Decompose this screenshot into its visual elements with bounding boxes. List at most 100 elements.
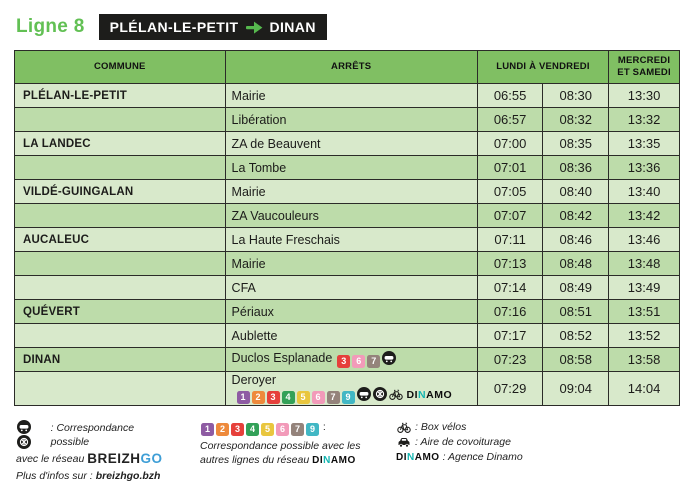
time-cell: 09:04 <box>542 371 610 406</box>
stop-cell: CFA <box>224 275 478 300</box>
stop-cell: Duclos Esplanade 3 6 7 <box>224 347 478 372</box>
stop-connection-icons: 1 2 3 4 5 6 7 9 DINAMO <box>236 387 453 404</box>
time-cell: 13:36 <box>608 155 680 180</box>
dinamo-logo: DINAMO <box>396 451 440 463</box>
table-row: Mairie 07:13 08:48 13:48 <box>14 251 680 276</box>
line-3-icon: 3 <box>266 391 280 404</box>
bus-icon <box>372 387 387 401</box>
route-destination: DINAN <box>269 19 316 35</box>
commune-cell <box>14 155 226 180</box>
stop-label: La Haute Freschais <box>231 232 340 247</box>
commune-cell: PLÉLAN-LE-PETIT <box>14 83 226 108</box>
legend-breizhgo-text2: avec le réseau <box>16 453 85 466</box>
time-cell: 07:11 <box>476 227 544 252</box>
legend-service-item: : Box vélos <box>396 420 523 434</box>
commune-cell <box>14 203 226 228</box>
time-cell: 08:51 <box>542 299 610 324</box>
stop-label: Périaux <box>231 304 274 319</box>
line-5-icon: 5 <box>261 423 274 436</box>
stop-label: ZA de Beauvent <box>231 136 321 151</box>
time-cell: 07:23 <box>476 347 544 372</box>
stop-label: ZA Vaucouleurs <box>231 208 319 223</box>
stop-cell: ZA Vaucouleurs <box>224 203 478 228</box>
stop-label: Mairie <box>231 88 266 103</box>
line-4-icon: 4 <box>246 423 259 436</box>
table-row: ZA Vaucouleurs 07:07 08:42 13:42 <box>14 203 680 228</box>
time-cell: 07:01 <box>476 155 544 180</box>
table-row: La Tombe 07:01 08:36 13:36 <box>14 155 680 180</box>
stop-label: Mairie <box>231 184 266 199</box>
line-7-icon: 7 <box>367 355 381 368</box>
time-cell: 13:42 <box>608 203 680 228</box>
time-cell: 08:35 <box>542 131 610 156</box>
line-3-icon: 3 <box>337 355 351 368</box>
stop-cell: La Tombe <box>224 155 478 180</box>
time-cell: 08:58 <box>542 347 610 372</box>
time-cell: 07:05 <box>476 179 544 204</box>
time-cell: 07:14 <box>476 275 544 300</box>
breizhgo-logo: BREIZHGO <box>87 451 163 467</box>
time-cell: 13:49 <box>608 275 680 300</box>
table-row: PLÉLAN-LE-PETIT Mairie 06:55 08:30 13:30 <box>14 83 680 108</box>
time-cell: 14:04 <box>608 371 680 406</box>
legend-colon: : <box>322 421 326 433</box>
legend-service-label: : Agence Dinamo <box>442 451 523 464</box>
time-cell: 07:16 <box>476 299 544 324</box>
table-row: Libération 06:57 08:32 13:32 <box>14 107 680 132</box>
line-title: Ligne 8 <box>16 16 85 37</box>
time-cell: 07:17 <box>476 323 544 348</box>
time-cell: 08:46 <box>542 227 610 252</box>
commune-cell: QUÉVERT <box>14 299 226 324</box>
commune-cell <box>14 371 226 406</box>
table-row: LA LANDEC ZA de Beauvent 07:00 08:35 13:35 <box>14 131 680 156</box>
line-1-icon: 1 <box>201 423 214 436</box>
time-cell: 13:46 <box>608 227 680 252</box>
time-cell: 08:40 <box>542 179 610 204</box>
breizhgo-link[interactable]: breizhgo.bzh <box>95 469 161 482</box>
legend-services: : Box vélos : Aire de covoiturage DINAMO: … <box>396 420 523 466</box>
header-commune: COMMUNE <box>14 50 226 84</box>
stop-label: Libération <box>231 112 287 127</box>
header-wed-sat: MERCREDI ET SAMEDI <box>608 50 680 84</box>
stop-label: Deroyer <box>231 373 277 387</box>
line-2-icon: 2 <box>251 391 265 404</box>
stop-label: CFA <box>231 280 256 295</box>
legend-service-label: : Box vélos <box>415 421 467 433</box>
commune-cell: DINAN <box>14 347 226 372</box>
stop-label: Mairie <box>231 256 266 271</box>
legend-info-prefix: Plus d'infos sur : <box>16 469 93 482</box>
stop-label: Duclos Esplanade <box>231 351 333 365</box>
bus-icon <box>17 435 31 450</box>
commune-cell <box>14 107 226 132</box>
commune-cell <box>14 275 226 300</box>
line-5-icon: 5 <box>296 391 310 404</box>
commune-cell: VILDÉ-GUINGALAN <box>14 179 226 204</box>
header-arrets: ARRÊTS <box>224 50 478 84</box>
line-7-icon: 7 <box>326 391 340 404</box>
stop-cell: Mairie <box>224 251 478 276</box>
breizhgo-icons <box>16 420 48 450</box>
commune-cell <box>14 251 226 276</box>
stop-cell: ZA de Beauvent <box>224 131 478 156</box>
time-cell: 13:32 <box>608 107 680 132</box>
bike-icon <box>397 422 411 434</box>
bike-icon <box>388 389 403 400</box>
line-2-icon: 2 <box>216 423 229 436</box>
line-6-icon: 6 <box>311 391 325 404</box>
stop-cell: Mairie <box>224 179 478 204</box>
stop-cell: Aublette <box>224 323 478 348</box>
line-3-icon: 3 <box>231 423 244 436</box>
legend: : Correspondance possible avec le réseau… <box>14 420 680 483</box>
commune-cell: LA LANDEC <box>14 131 226 156</box>
table-row: CFA 07:14 08:49 13:49 <box>14 275 680 300</box>
table-row: Aublette 07:17 08:52 13:52 <box>14 323 680 348</box>
time-cell: 07:13 <box>476 251 544 276</box>
legend-service-label: : Aire de covoiturage <box>415 436 511 449</box>
time-cell: 07:07 <box>476 203 544 228</box>
dinamo-logo: DINAMO <box>406 389 453 401</box>
stop-cell: Libération <box>224 107 478 132</box>
time-cell: 08:49 <box>542 275 610 300</box>
line-6-icon: 6 <box>276 423 289 436</box>
table-row: DINAN Duclos Esplanade 3 6 7 07:23 08:58 13:58 <box>14 347 680 372</box>
